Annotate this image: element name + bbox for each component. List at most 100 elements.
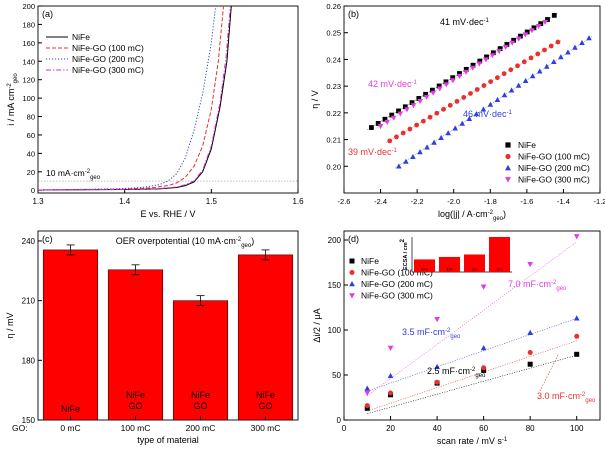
panel-b-data-point — [551, 58, 557, 64]
panel-b-data-point — [417, 99, 423, 105]
panel-a-ytick-label: 200 — [22, 2, 35, 11]
panel-b-data-point — [390, 115, 397, 121]
panel-b-data-point — [494, 96, 501, 102]
panel-d-legend-marker — [349, 281, 355, 287]
panel-a-xtick-label: 1.4 — [119, 197, 131, 206]
panel-c-ylabel: η / mV — [5, 312, 15, 338]
panel-d-inset-bar — [489, 237, 510, 272]
panel-b-data-point — [384, 119, 390, 125]
panel-d-data-point — [527, 329, 534, 335]
panel-d-inset-bar-label: NiFe — [421, 268, 428, 272]
panel-a: (a) 1.3 1.4 1.5 1.6 0 20 40 60 80 100 120 140 160 180 2… — [6, 2, 304, 219]
panel-a-ytick-label: 140 — [22, 57, 35, 66]
panel-c-bar-label: GO — [128, 401, 142, 411]
panel-b-data-point — [544, 63, 550, 69]
panel-b-legend-marker — [505, 142, 511, 148]
panel-a-xtick-label: 1.5 — [206, 197, 218, 206]
panel-d-legend-marker — [349, 293, 355, 299]
panel-b-data-point — [551, 12, 557, 18]
panel-c: (c) OER overpotential (10 mA·cm-2geo) 150 1… — [5, 230, 299, 445]
panel-d-xtick-label: 0 — [342, 424, 347, 433]
panel-b-data-point — [450, 75, 456, 81]
panel-a-ytick-label: 0 — [31, 186, 35, 195]
panel-a-frame — [37, 5, 299, 194]
panel-d-data-point — [574, 351, 580, 357]
panel-d-ytick-label: 150 — [328, 281, 342, 290]
panel-b-slope-annotation: 46 mV·dec-1 — [463, 109, 513, 119]
panel-b-frame — [343, 5, 601, 194]
panel-b-data-point — [443, 79, 449, 85]
panel-b: (b) -2.6 -2.4 -2.2 -2.0 -1.8 -1.6 -1.4 -1.2 0.20 0… — [310, 2, 605, 222]
panel-a-xtick-label: 1.6 — [292, 197, 304, 206]
panel-b-legend-label: NiFe — [518, 140, 536, 150]
panel-b-data-point — [484, 54, 489, 60]
panel-a-series-line — [37, 5, 217, 191]
panel-b-ytick-label: 0.23 — [326, 82, 341, 91]
panel-b-legend-marker — [505, 153, 511, 160]
panel-b-data-point — [382, 116, 388, 122]
panel-b-data-point — [504, 42, 510, 47]
panel-d-data-point — [387, 372, 394, 379]
panel-c-bar-label: NiFe — [61, 404, 80, 414]
panel-b-xtick-label: -2.6 — [338, 197, 351, 206]
panel-b-data-point — [481, 83, 487, 88]
panel-d-capacitance-annotation: 3.5 mF·cm-2geo — [402, 327, 461, 340]
panel-b-data-point — [579, 39, 585, 45]
panel-a-xtick-label: 1.3 — [32, 197, 44, 206]
panel-b-data-point — [516, 36, 522, 42]
panel-b-slope-annotation: 41 mV·dec-1 — [440, 17, 490, 27]
panel-b-data-point — [407, 126, 413, 132]
panel-b-xtick-label: -1.4 — [557, 197, 570, 206]
panel-b-data-point — [396, 108, 401, 114]
panel-b-data-point — [483, 57, 489, 63]
panel-d-capacitance-annotation: 7.0 mF·cm-2geo — [508, 279, 567, 292]
panel-b-data-point — [469, 65, 476, 71]
panel-b-data-point — [410, 153, 416, 159]
panel-b-xtick-label: -2.4 — [374, 197, 387, 206]
panel-a-ylabel: i / mA cm-2geo — [6, 73, 19, 126]
panel-a-series-line — [37, 5, 231, 191]
panel-b-ytick-label: 0.21 — [326, 136, 341, 145]
panel-c-ytick-label: 240 — [22, 237, 36, 246]
panel-b-data-point — [542, 47, 547, 53]
panel-b-data-point — [377, 124, 384, 130]
panel-d-fit-line — [367, 241, 577, 396]
panel-a-label: (a) — [42, 9, 53, 19]
panel-b-data-point — [476, 61, 483, 67]
panel-a-legend-label: NiFe-GO (200 mC) — [72, 54, 144, 64]
panel-b-data-point — [501, 71, 507, 77]
panel-b-data-point — [524, 29, 530, 35]
panel-d-ytick-label: 200 — [328, 236, 342, 245]
panel-c-category-label: 300 mC — [251, 423, 281, 433]
panel-b-data-point — [369, 125, 374, 130]
panel-c-frame — [37, 230, 299, 421]
panel-c-ytick-label: 210 — [22, 297, 36, 306]
panel-d-ylabel: Δi/2 / μA — [312, 308, 322, 342]
panel-b-slope-annotation: 39 mV·dec-1 — [348, 147, 398, 157]
panel-c-bar-label: GO — [258, 401, 272, 411]
panel-b-ytick-label: 0.22 — [326, 109, 341, 118]
panel-b-legend-label: NiFe-GO (300 mC) — [518, 175, 590, 185]
panel-b-data-point — [466, 115, 473, 121]
panel-d-ytick-label: 100 — [328, 326, 342, 335]
panel-b-ytick-label: 0.24 — [326, 55, 341, 64]
panel-b-data-point — [494, 75, 500, 81]
panel-b-data-point — [548, 43, 554, 49]
panel-b-data-point — [396, 163, 402, 169]
panel-d-data-point — [527, 350, 533, 355]
panel-d-data-point — [573, 315, 580, 321]
panel-b-data-point — [586, 35, 592, 41]
panel-c-row-label: GO: — [12, 423, 28, 433]
panel-c-ytick-label: 150 — [22, 416, 36, 425]
panel-b-data-point — [394, 134, 399, 140]
panel-d-ytick-label: 0 — [337, 416, 342, 425]
panel-b-fit-line — [385, 40, 562, 144]
panel-d-data-point — [573, 234, 580, 240]
panel-b-data-point — [501, 92, 508, 98]
panel-b-data-point — [414, 122, 420, 128]
panel-b-data-point — [389, 112, 395, 118]
panel-c-bar-label: GO — [193, 401, 207, 411]
panel-a-legend-label: NiFe-GO (100 mC) — [72, 43, 144, 53]
panel-b-data-point — [529, 28, 535, 34]
panel-d-data-point — [574, 333, 580, 339]
